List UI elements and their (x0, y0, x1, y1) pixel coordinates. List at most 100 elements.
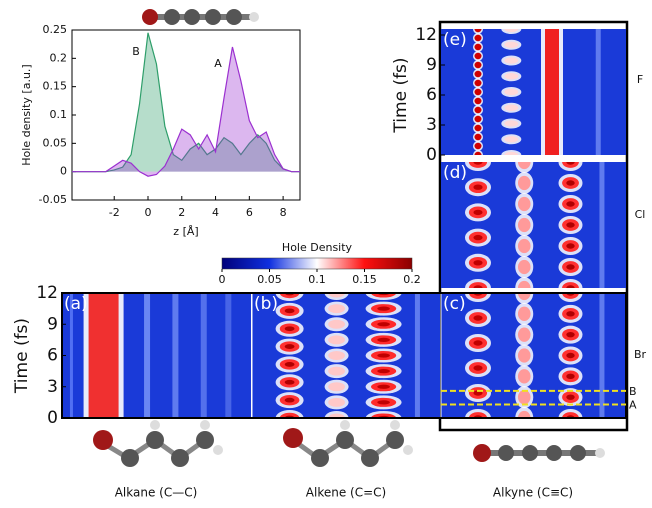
heatmap-blob (566, 264, 574, 269)
heatmap-blob (475, 71, 482, 78)
panel-label: (c) (443, 294, 466, 314)
heatmap-blob (475, 107, 482, 114)
heatmap-blob (475, 44, 482, 51)
heatmap-blob (518, 328, 531, 342)
y-tick-label: 0 (47, 408, 58, 428)
heatmap-blob (473, 210, 482, 215)
x-tick-label: 6 (246, 206, 253, 219)
heatmap-stripe (599, 162, 604, 288)
heatmap-blob (518, 176, 531, 190)
heatmap-blob (518, 369, 531, 383)
heatmap-blob (473, 365, 482, 370)
heatmap-stripe (144, 293, 150, 418)
caption: Alkane (C—C) (115, 486, 198, 500)
heatmap-blob (566, 353, 574, 358)
heatmap-blob (475, 89, 482, 96)
heatmap-blob (473, 159, 482, 164)
halogen-label: Cl (635, 208, 646, 221)
heatmap-blob (377, 322, 390, 326)
heatmap-blob (566, 159, 574, 164)
heatmap-blob (566, 222, 574, 227)
heatmap-blob (285, 326, 295, 331)
heatmap-blob (285, 362, 295, 367)
halogen-label: Br (634, 348, 647, 361)
heatmap-blob (475, 80, 482, 87)
heatmap-blob (473, 285, 482, 290)
heatmap-blob (475, 26, 482, 33)
x-axis-label: z [Å] (173, 225, 198, 238)
heatmap-blob (518, 307, 531, 321)
y-tick-label: 6 (426, 85, 437, 105)
heatmap-blob (566, 311, 574, 316)
heatmap-panel (441, 151, 626, 299)
heatmap-blob (377, 338, 390, 342)
panel-label: (a) (64, 294, 88, 314)
heatmap-blob (518, 260, 531, 274)
heatmap-blob (518, 218, 531, 232)
heatmap-blob (504, 136, 518, 143)
marker-label: B (629, 385, 637, 398)
molecule-alkyne (473, 444, 605, 462)
heatmap-panel (441, 24, 626, 160)
x-tick-label: 0 (145, 206, 152, 219)
heatmap-blob (475, 152, 482, 159)
heatmap-blob (285, 308, 295, 313)
heatmap-blob (566, 180, 574, 185)
y-tick-label: 12 (36, 283, 58, 303)
heatmap-blob (328, 382, 345, 391)
heatmap-stripe (545, 29, 559, 155)
y-tick-label: 6 (47, 346, 58, 366)
heatmap-blob (518, 197, 531, 211)
heatmap-blob (285, 344, 295, 349)
caption: Alkyne (C≡C) (493, 486, 573, 500)
heatmap-blob (328, 367, 345, 376)
heatmap-blob (518, 155, 531, 169)
x-tick-label: 8 (280, 206, 287, 219)
y-axis-label: Hole density [a.u.] (20, 64, 33, 165)
y-tick-label: 9 (426, 55, 437, 75)
y-tick-label: 0.2 (50, 51, 68, 64)
y-axis-label: Time (fs) (12, 318, 32, 394)
heatmap-stripe (201, 293, 207, 418)
heatmap-blob (566, 332, 574, 337)
heatmap-blob (473, 185, 482, 190)
heatmap-blob (377, 369, 390, 373)
heatmap-panel (252, 285, 440, 426)
annotation: B (132, 45, 140, 58)
heatmap-blob (328, 304, 345, 313)
heatmap-stripe (599, 293, 604, 418)
y-tick-label: 0 (60, 165, 67, 178)
caption: Alkene (C=C) (306, 486, 386, 500)
heatmap-blob (328, 320, 345, 329)
heatmap-blob (377, 385, 390, 389)
colorbar-tick-label: 0.05 (257, 273, 282, 286)
y-tick-label: 0.1 (50, 108, 68, 121)
y-tick-label: 12 (415, 25, 437, 45)
heatmap-blob (328, 335, 345, 344)
y-axis-label: Time (fs) (391, 57, 411, 133)
x-tick-label: 2 (178, 206, 185, 219)
heatmap-blob (566, 374, 574, 379)
heatmap-blob (377, 353, 390, 357)
heatmap-blob (566, 201, 574, 206)
heatmap-blob (475, 143, 482, 150)
colorbar-tick-label: 0.15 (352, 273, 377, 286)
panel-label: (d) (443, 163, 467, 183)
heatmap-blob (504, 89, 518, 96)
heatmap-stripe (89, 293, 119, 418)
y-tick-label: 0.05 (43, 136, 68, 149)
heatmap-blob (504, 73, 518, 80)
heatmap-blob (504, 42, 518, 49)
heatmap-blob (475, 98, 482, 105)
heatmap-blob (475, 134, 482, 141)
colorbar-tick-label: 0 (219, 273, 226, 286)
heatmap-blob (475, 35, 482, 42)
heatmap-blob (328, 398, 345, 407)
heatmap-panel (62, 293, 251, 418)
heatmap-blob (328, 351, 345, 360)
heatmap-blob (377, 307, 390, 311)
y-tick-label: 0 (426, 145, 437, 165)
y-tick-label: 9 (47, 314, 58, 334)
heatmap-blob (475, 62, 482, 69)
x-tick-label: 4 (212, 206, 219, 219)
